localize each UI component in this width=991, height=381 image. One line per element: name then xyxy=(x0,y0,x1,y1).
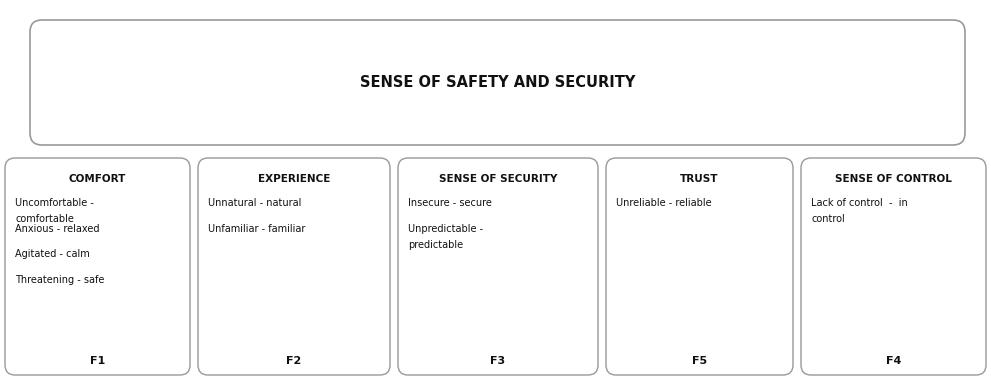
FancyBboxPatch shape xyxy=(398,158,598,375)
Text: Agitated - calm: Agitated - calm xyxy=(15,249,90,259)
FancyBboxPatch shape xyxy=(30,20,965,145)
Text: Lack of control  -  in: Lack of control - in xyxy=(811,198,908,208)
Text: Threatening - safe: Threatening - safe xyxy=(15,275,104,285)
Text: SENSE OF CONTROL: SENSE OF CONTROL xyxy=(835,174,952,184)
Text: control: control xyxy=(811,214,844,224)
Text: F3: F3 xyxy=(491,356,505,366)
Text: F4: F4 xyxy=(886,356,901,366)
Text: SENSE OF SECURITY: SENSE OF SECURITY xyxy=(439,174,557,184)
Text: Anxious - relaxed: Anxious - relaxed xyxy=(15,224,99,234)
FancyBboxPatch shape xyxy=(5,158,190,375)
Text: SENSE OF SAFETY AND SECURITY: SENSE OF SAFETY AND SECURITY xyxy=(360,75,635,90)
Text: Unpredictable -: Unpredictable - xyxy=(408,224,484,234)
Text: F2: F2 xyxy=(286,356,301,366)
Text: F1: F1 xyxy=(90,356,105,366)
Text: predictable: predictable xyxy=(408,240,463,250)
Text: F5: F5 xyxy=(692,356,707,366)
Text: Uncomfortable -: Uncomfortable - xyxy=(15,198,94,208)
FancyBboxPatch shape xyxy=(606,158,793,375)
Text: comfortable: comfortable xyxy=(15,214,74,224)
Text: EXPERIENCE: EXPERIENCE xyxy=(258,174,330,184)
Text: TRUST: TRUST xyxy=(680,174,718,184)
FancyBboxPatch shape xyxy=(801,158,986,375)
Text: Insecure - secure: Insecure - secure xyxy=(408,198,492,208)
Text: Unfamiliar - familiar: Unfamiliar - familiar xyxy=(208,224,305,234)
Text: COMFORT: COMFORT xyxy=(68,174,126,184)
FancyBboxPatch shape xyxy=(198,158,390,375)
Text: Unnatural - natural: Unnatural - natural xyxy=(208,198,301,208)
Text: Unreliable - reliable: Unreliable - reliable xyxy=(616,198,712,208)
